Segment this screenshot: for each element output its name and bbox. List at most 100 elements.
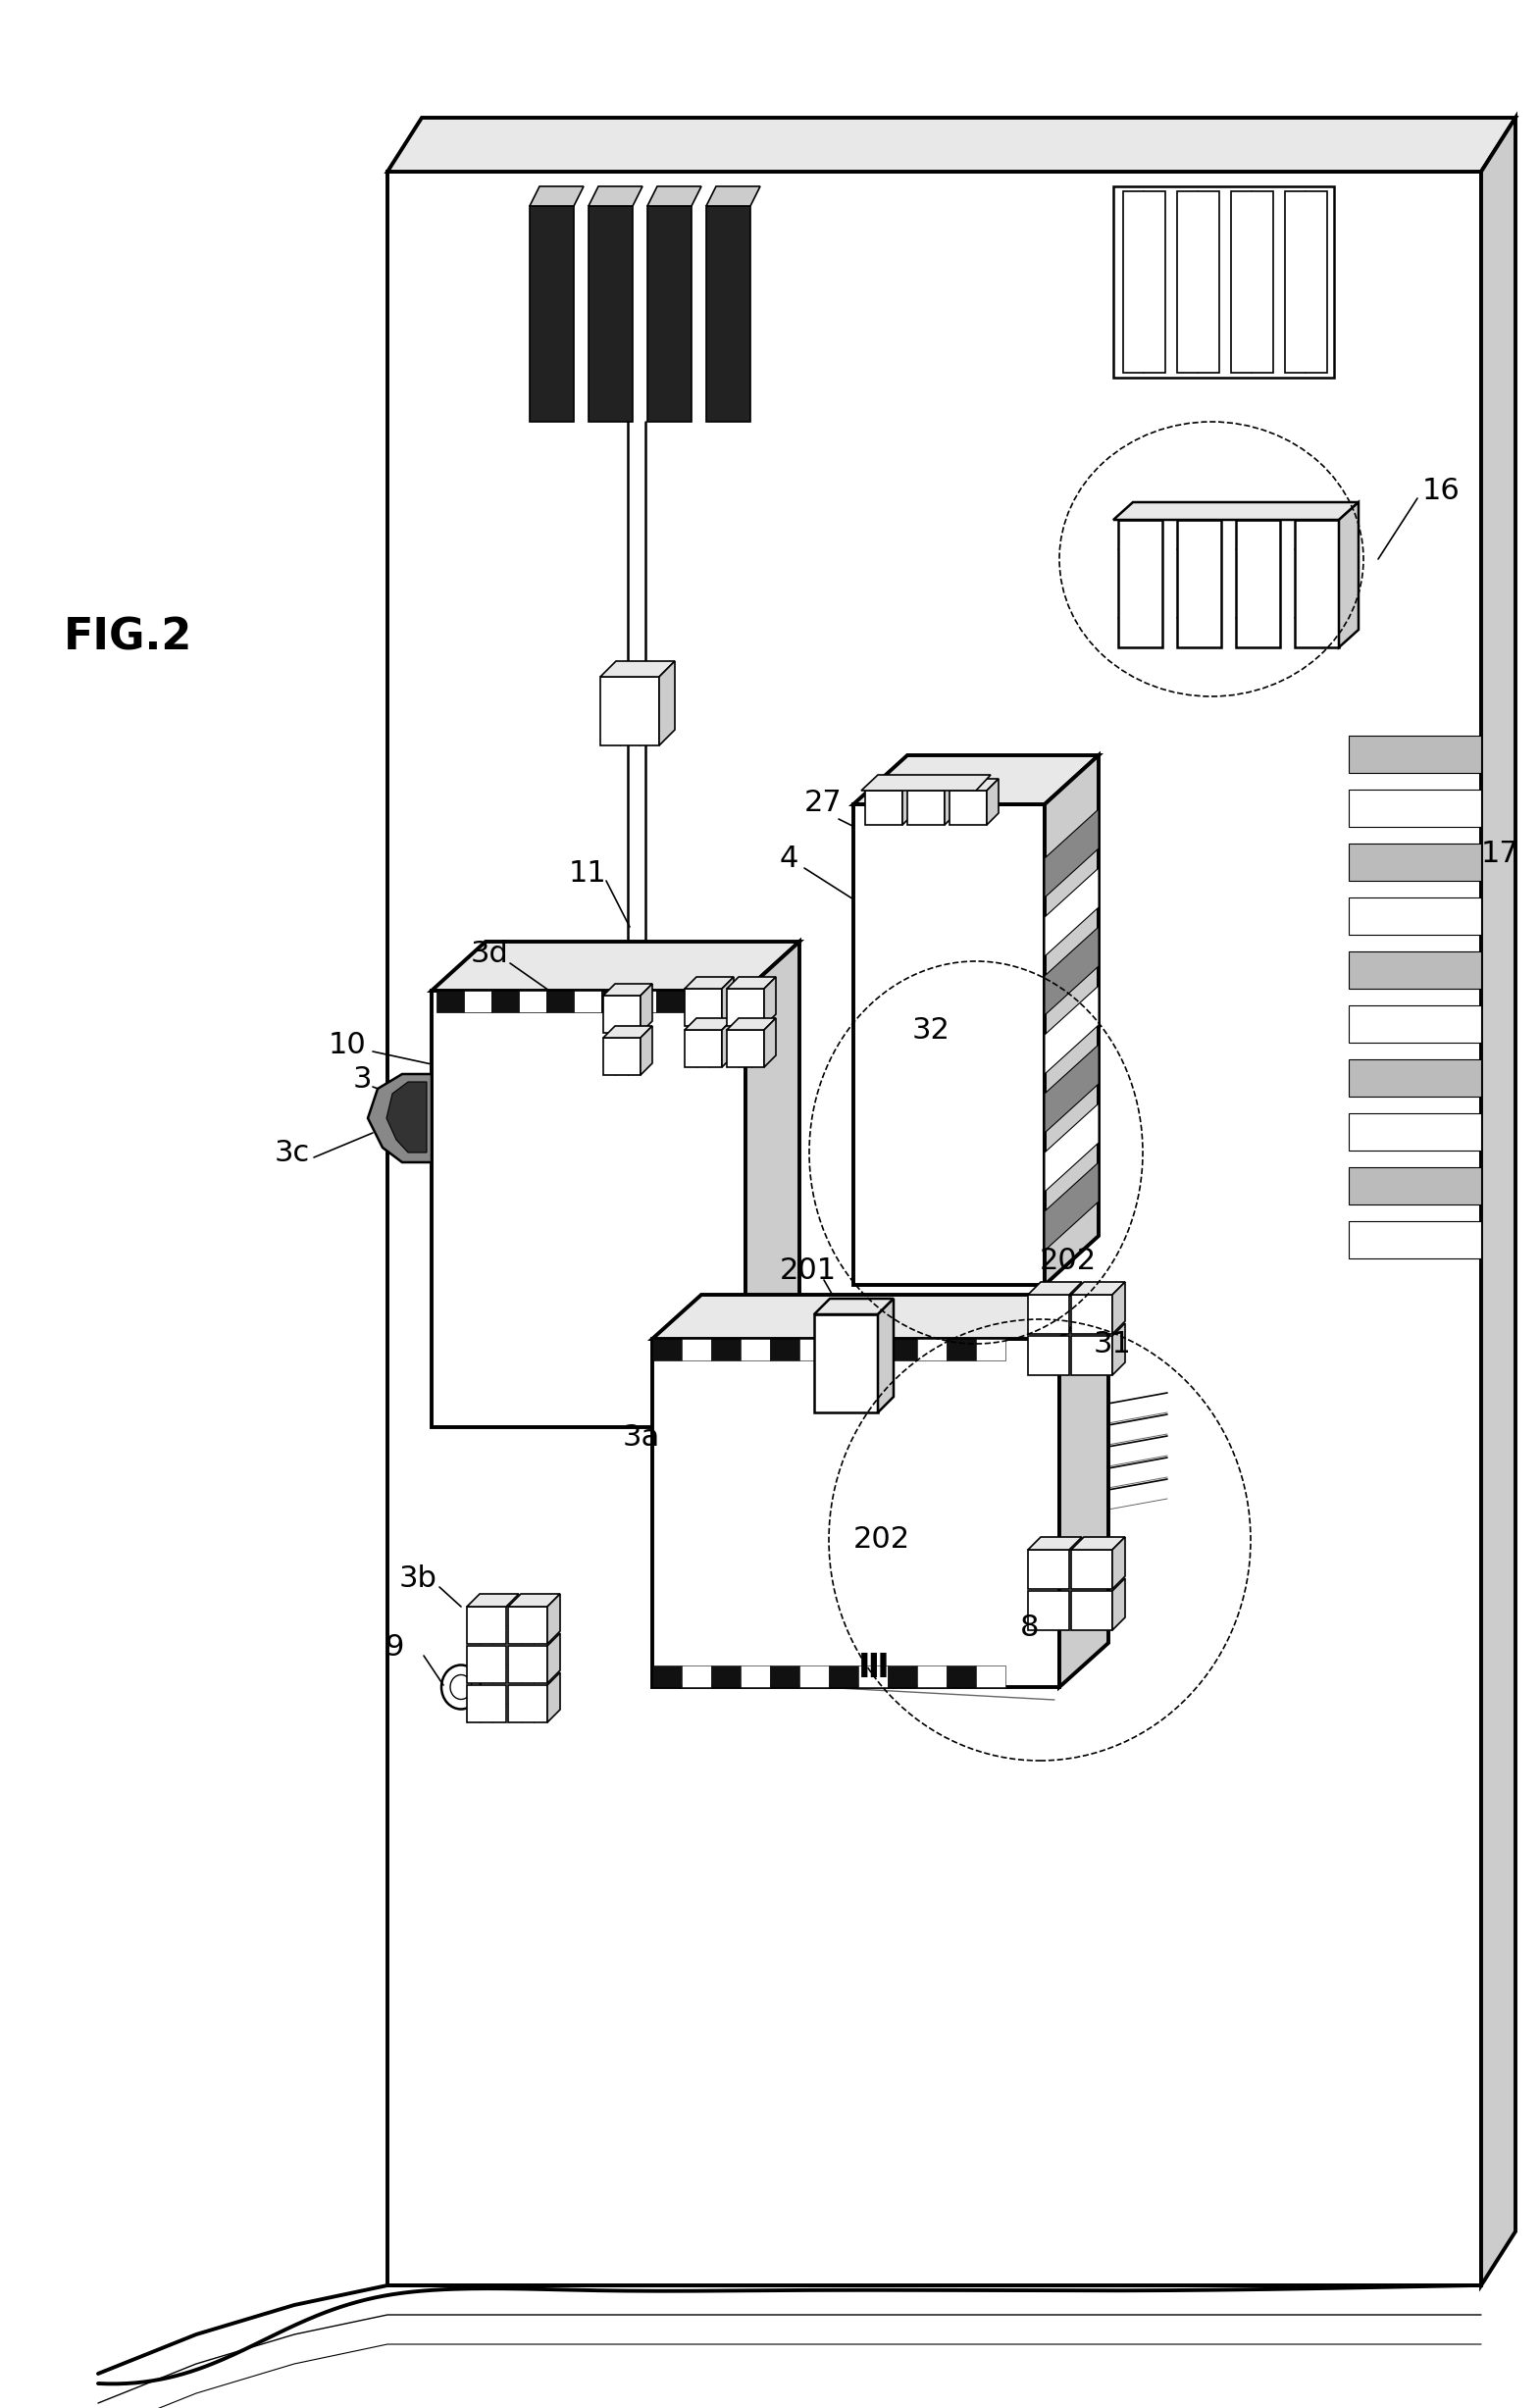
Polygon shape	[711, 1666, 741, 1688]
Polygon shape	[1112, 1577, 1126, 1630]
Polygon shape	[829, 1339, 858, 1361]
Polygon shape	[656, 990, 684, 1011]
Polygon shape	[918, 1666, 947, 1688]
Polygon shape	[641, 985, 653, 1033]
Polygon shape	[1044, 1045, 1098, 1132]
Polygon shape	[508, 1647, 547, 1683]
Polygon shape	[1029, 1592, 1069, 1630]
Polygon shape	[887, 1666, 918, 1688]
Polygon shape	[1123, 190, 1166, 373]
Polygon shape	[519, 990, 547, 1011]
Polygon shape	[641, 1026, 653, 1074]
Polygon shape	[741, 1339, 770, 1361]
Polygon shape	[1044, 1103, 1098, 1192]
Polygon shape	[815, 1315, 878, 1413]
Polygon shape	[987, 778, 998, 826]
Polygon shape	[902, 778, 915, 826]
Polygon shape	[1177, 190, 1220, 373]
Polygon shape	[1072, 1336, 1112, 1375]
Polygon shape	[707, 207, 750, 421]
Polygon shape	[601, 990, 628, 1011]
Polygon shape	[604, 995, 641, 1033]
Polygon shape	[1349, 1221, 1481, 1259]
Polygon shape	[950, 790, 987, 826]
Text: 31: 31	[1093, 1329, 1132, 1358]
Polygon shape	[1044, 809, 1098, 898]
Polygon shape	[491, 990, 519, 1011]
Polygon shape	[1112, 1322, 1126, 1375]
Polygon shape	[685, 978, 733, 990]
Polygon shape	[601, 662, 675, 677]
Polygon shape	[547, 1633, 561, 1683]
Polygon shape	[853, 756, 1098, 804]
Polygon shape	[1044, 1163, 1098, 1250]
Polygon shape	[764, 1019, 776, 1067]
Polygon shape	[722, 978, 733, 1026]
Polygon shape	[853, 804, 1044, 1286]
Polygon shape	[467, 1594, 519, 1606]
Polygon shape	[1029, 1296, 1069, 1334]
Polygon shape	[887, 1339, 918, 1361]
Polygon shape	[976, 1666, 1006, 1688]
Text: 32: 32	[912, 1016, 950, 1045]
Polygon shape	[601, 677, 659, 746]
Polygon shape	[950, 778, 998, 790]
Polygon shape	[388, 171, 1481, 2285]
Polygon shape	[431, 990, 745, 1428]
Polygon shape	[1029, 1336, 1069, 1375]
Polygon shape	[1284, 190, 1327, 373]
Text: 201: 201	[779, 1257, 836, 1283]
Polygon shape	[467, 1647, 507, 1683]
Polygon shape	[653, 1296, 1109, 1339]
Polygon shape	[436, 990, 464, 1011]
Polygon shape	[711, 1339, 741, 1361]
Polygon shape	[464, 990, 491, 1011]
Text: 9: 9	[385, 1633, 403, 1662]
Polygon shape	[907, 778, 956, 790]
Polygon shape	[1237, 520, 1280, 648]
Text: 8: 8	[1019, 1613, 1040, 1642]
Polygon shape	[431, 942, 799, 990]
Polygon shape	[1349, 734, 1481, 773]
Polygon shape	[1029, 1551, 1069, 1589]
Polygon shape	[947, 1666, 976, 1688]
Polygon shape	[604, 1026, 653, 1038]
Polygon shape	[722, 1019, 733, 1067]
Text: 3a: 3a	[622, 1423, 661, 1452]
Polygon shape	[861, 775, 990, 790]
Polygon shape	[1072, 1296, 1112, 1334]
Polygon shape	[1230, 190, 1274, 373]
Polygon shape	[647, 185, 701, 207]
Polygon shape	[685, 1019, 733, 1031]
Polygon shape	[764, 978, 776, 1026]
Text: 3: 3	[353, 1064, 373, 1093]
Polygon shape	[647, 207, 691, 421]
Text: 10: 10	[328, 1031, 367, 1060]
Polygon shape	[907, 790, 944, 826]
Polygon shape	[1349, 1112, 1481, 1151]
Text: 17: 17	[1481, 838, 1518, 867]
Polygon shape	[1349, 790, 1481, 826]
Polygon shape	[530, 207, 574, 421]
Text: 16: 16	[1423, 477, 1460, 506]
Polygon shape	[588, 207, 633, 421]
Polygon shape	[770, 1666, 799, 1688]
Polygon shape	[547, 1594, 561, 1645]
Polygon shape	[653, 1339, 682, 1361]
Polygon shape	[1349, 843, 1481, 881]
Polygon shape	[1029, 1536, 1083, 1551]
Polygon shape	[682, 1339, 711, 1361]
Polygon shape	[1349, 1007, 1481, 1043]
Polygon shape	[388, 118, 1515, 171]
Polygon shape	[467, 1606, 507, 1645]
Polygon shape	[1072, 1281, 1126, 1296]
Polygon shape	[1349, 1060, 1481, 1096]
Polygon shape	[745, 942, 799, 1428]
Polygon shape	[1118, 520, 1163, 648]
Polygon shape	[944, 778, 956, 826]
Polygon shape	[1044, 756, 1098, 1286]
Polygon shape	[1044, 985, 1098, 1074]
Polygon shape	[829, 1666, 858, 1688]
Polygon shape	[1349, 1168, 1481, 1204]
Polygon shape	[741, 1666, 770, 1688]
